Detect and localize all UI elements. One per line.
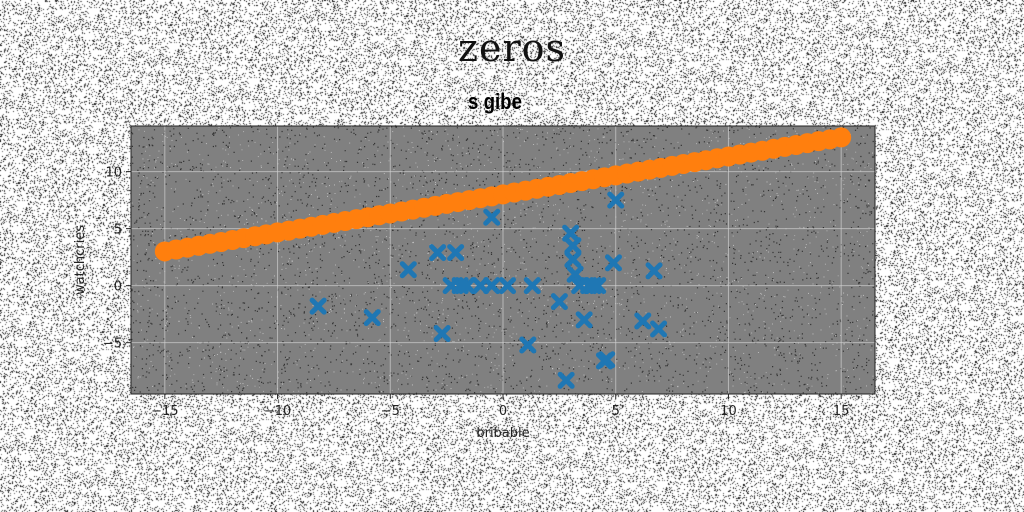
x-tick-label: 0 — [499, 404, 507, 419]
y-tick-label: 0 — [114, 280, 122, 295]
data-point-x — [483, 208, 501, 226]
data-point-circle — [831, 127, 852, 148]
figure-suptitle: zeros — [457, 26, 567, 70]
data-point-x — [442, 277, 460, 295]
data-point-x — [564, 237, 582, 255]
data-point-x — [564, 250, 582, 268]
data-point-x — [458, 277, 476, 295]
x-tick-label: −10 — [264, 404, 291, 419]
y-tick-label: −5 — [103, 337, 122, 352]
data-point-x — [523, 277, 541, 295]
data-point-x — [363, 309, 381, 327]
y-tick-label: 5 — [114, 223, 122, 238]
data-point-x — [650, 320, 668, 338]
data-point-x — [429, 244, 447, 262]
axis-ticks: −15 −10 −5 0 5 10 15 −5 0 5 10 — [103, 166, 850, 419]
data-point-x — [595, 352, 613, 370]
x-tick-label: 15 — [833, 404, 850, 419]
data-point-x — [433, 325, 451, 343]
data-point-x — [634, 312, 652, 330]
x-axis-label: bribable — [476, 426, 529, 441]
data-point-x — [566, 265, 584, 283]
data-point-x — [580, 277, 598, 295]
data-point-x — [550, 293, 568, 311]
data-point-x — [557, 371, 575, 389]
data-point-x — [607, 191, 625, 209]
y-axis-label: watchcries — [73, 225, 88, 295]
data-point-x — [499, 277, 517, 295]
x-tick-label: −15 — [151, 404, 178, 419]
data-point-x — [519, 336, 537, 354]
data-point-x — [309, 297, 327, 315]
data-point-x — [645, 262, 663, 280]
data-point-x — [447, 244, 465, 262]
x-tick-label: 10 — [720, 404, 737, 419]
chart-title: s gibe — [467, 89, 523, 114]
y-tick-label: 10 — [105, 166, 122, 181]
x-tick-label: 5 — [612, 404, 620, 419]
data-point-x — [604, 254, 622, 272]
data-point-x — [483, 277, 501, 295]
series-layer — [154, 127, 852, 389]
x-tick-label: −5 — [381, 404, 400, 419]
data-point-x — [562, 224, 580, 242]
data-point-x — [399, 261, 417, 279]
data-point-x — [575, 311, 593, 329]
